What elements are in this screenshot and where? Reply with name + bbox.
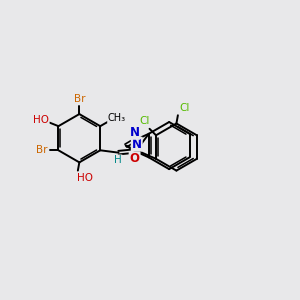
Text: Cl: Cl: [179, 103, 190, 113]
Text: Br: Br: [74, 94, 85, 104]
Text: HO: HO: [76, 173, 93, 183]
Text: Cl: Cl: [139, 116, 149, 126]
Text: CH₃: CH₃: [108, 113, 126, 123]
Text: N: N: [132, 138, 142, 151]
Text: N: N: [130, 126, 140, 139]
Text: O: O: [130, 152, 140, 165]
Text: Br: Br: [36, 145, 47, 155]
Text: HO: HO: [33, 115, 49, 125]
Text: H: H: [114, 155, 122, 165]
